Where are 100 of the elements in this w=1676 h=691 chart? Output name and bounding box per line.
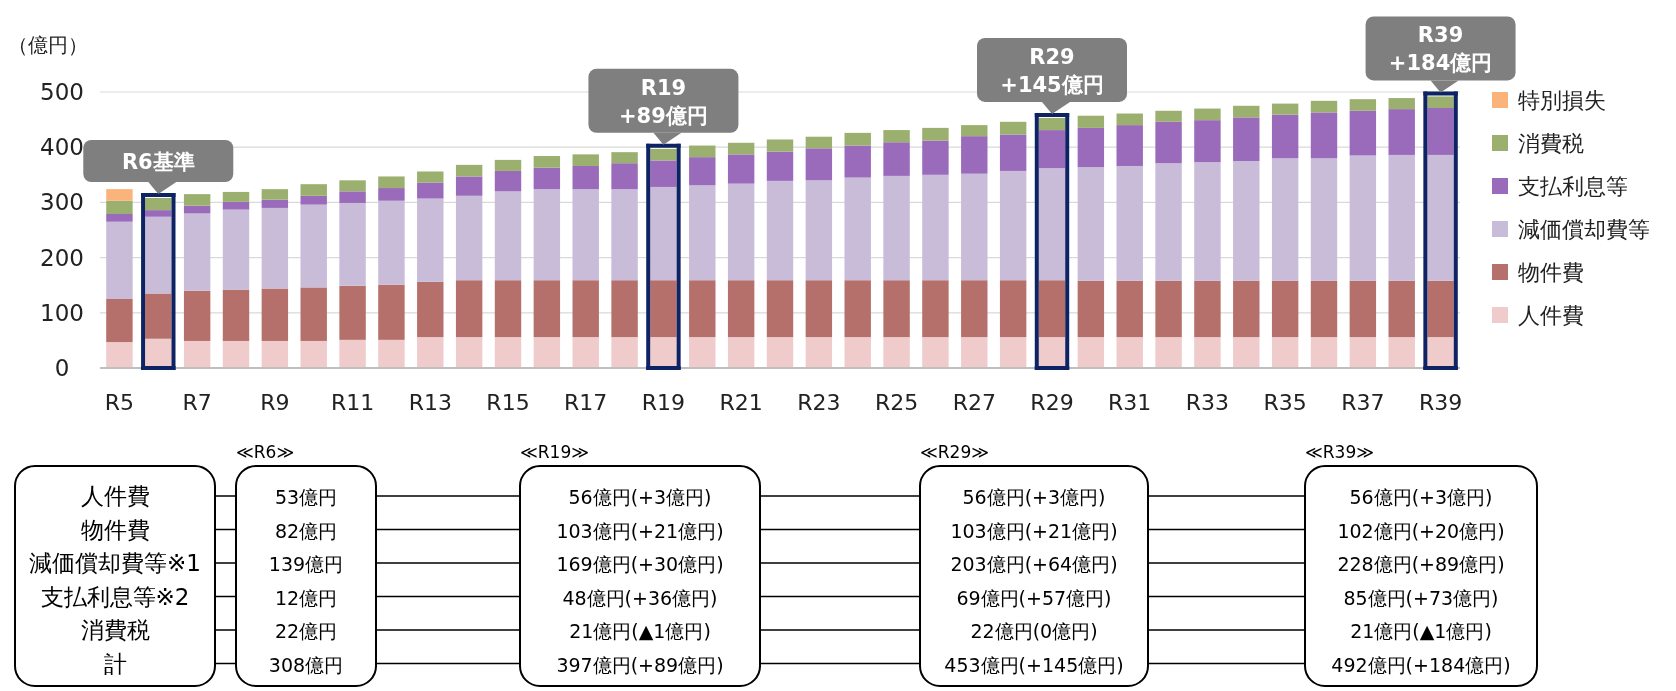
bar [417,337,444,368]
bar [1388,109,1415,155]
bar [1349,110,1377,156]
annotation: R19 +89億円 [619,75,708,128]
bar [1271,114,1299,159]
y-tick-label: 0 [54,355,70,381]
bar [417,171,444,183]
bar [106,342,133,368]
bar [533,189,561,281]
bar [805,180,833,281]
bar [533,337,561,368]
bar [922,337,949,368]
x-tick-label: R19 [641,390,686,415]
bar [727,280,755,338]
bar [572,337,599,368]
bar [378,284,405,340]
annotation: R6基準 [121,149,195,174]
bar [222,201,250,210]
bar [378,176,405,189]
bar [1271,280,1299,338]
bar [1233,280,1260,338]
bar [766,280,794,338]
bar [805,136,833,149]
bar [844,177,871,281]
bar [883,142,910,176]
bar [1388,98,1415,110]
bar [727,337,755,368]
bar [961,280,988,338]
bar [572,189,599,281]
bar [300,287,327,341]
bar [611,337,638,368]
annotation: R29 +145億円 [1000,44,1104,97]
bar [689,145,716,158]
bar [417,182,444,199]
x-tick-label: R29 [1030,390,1074,415]
x-tick-label: R5 [104,390,135,415]
bar [261,189,289,200]
bar [1349,337,1377,368]
legend-label: 支払利息等 [1518,174,1628,199]
bar [1077,115,1105,128]
bar [766,180,794,281]
bar [1077,127,1105,168]
x-tick-label: R11 [330,390,375,415]
bar [533,280,561,338]
bar [183,213,211,291]
bar [183,194,211,206]
legend-label: 物件費 [1518,260,1584,285]
table-box: 人件費 物件費 減価償却費等※1 支払利息等※2 消費税 計 [14,465,216,687]
bar [1388,280,1415,338]
bar [766,151,794,181]
bar [689,337,716,368]
bar [261,340,289,368]
bar [611,189,638,281]
bar [883,337,910,368]
bar [961,125,988,137]
bar [844,132,871,146]
bar [417,198,444,282]
bar [844,280,871,338]
bar [961,136,988,174]
x-tick-label: R33 [1185,390,1230,415]
bar [1233,337,1260,368]
bar [1271,103,1299,115]
bar [1310,100,1338,113]
bar [1155,337,1182,368]
x-tick-label: R9 [260,390,290,415]
bar [494,191,522,281]
bar [533,167,561,190]
bar [1077,280,1105,338]
bar [572,280,599,338]
bar [1194,108,1221,121]
bar [300,340,327,368]
y-tick-label: 200 [40,244,84,271]
bar [1194,120,1221,163]
bar [1155,163,1182,281]
bar [1155,280,1182,338]
x-tick-label: R13 [408,390,452,415]
x-tick-label: R7 [182,390,212,415]
bar [494,337,522,368]
bar [261,199,289,208]
x-tick-label: R37 [1341,390,1385,415]
bar [999,121,1027,135]
bar [1116,280,1143,338]
bar [300,204,327,288]
x-tick-label: R27 [952,390,996,415]
y-tick-label: 500 [40,79,84,105]
bar [455,280,483,338]
x-tick-label: R23 [797,390,841,415]
bar [1194,337,1221,368]
bar [999,280,1027,338]
bar [922,280,949,338]
bar [222,289,250,341]
bar [572,154,599,166]
y-tick-label: 100 [40,299,84,326]
bar [1349,99,1377,111]
y-axis-title: （億円） [8,33,88,57]
x-tick-label: R39 [1418,390,1463,415]
bar [961,173,988,281]
bar [766,337,794,368]
bar [1077,167,1105,281]
bar [1194,162,1221,281]
